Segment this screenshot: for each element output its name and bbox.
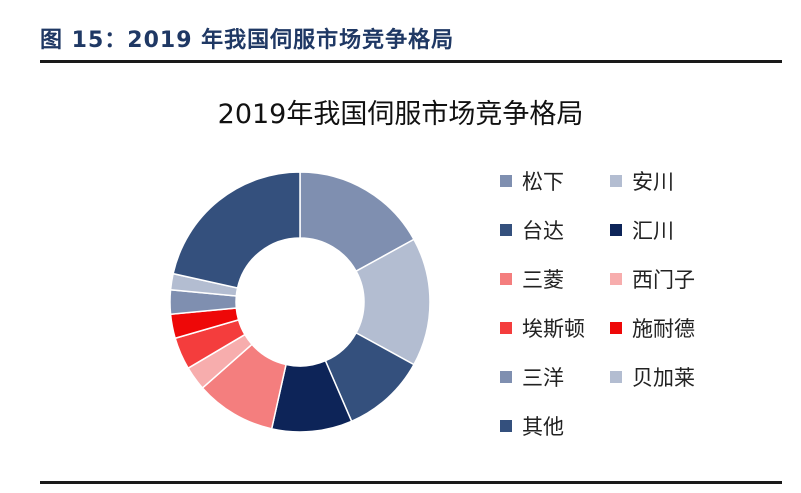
legend-item: 汇川 [610, 215, 674, 245]
legend-item: 贝加莱 [610, 362, 695, 392]
legend-swatch [500, 420, 512, 432]
legend-item: 施耐德 [610, 313, 695, 343]
legend-label: 贝加莱 [632, 366, 695, 390]
legend-swatch [610, 322, 622, 334]
legend-item: 其他 [500, 411, 564, 441]
legend-swatch [500, 224, 512, 236]
legend-item: 三洋 [500, 362, 564, 392]
legend-swatch [610, 175, 622, 187]
top-rule [40, 60, 782, 63]
legend-label: 埃斯顿 [522, 317, 585, 341]
donut-chart [169, 171, 431, 433]
legend-swatch [500, 273, 512, 285]
legend-item: 埃斯顿 [500, 313, 585, 343]
legend-item: 三菱 [500, 264, 564, 294]
donut-slice-11 [172, 171, 301, 289]
legend-item: 安川 [610, 166, 674, 196]
chart-title: 2019年我国伺服市场竞争格局 [217, 99, 584, 130]
legend-swatch [500, 371, 512, 383]
legend-label: 汇川 [632, 219, 674, 243]
legend-swatch [500, 175, 512, 187]
legend-label: 西门子 [632, 268, 695, 292]
legend-swatch [500, 322, 512, 334]
bottom-rule [40, 481, 782, 484]
legend-label: 台达 [522, 219, 564, 243]
legend-label: 三菱 [522, 268, 564, 292]
legend-label: 松下 [522, 170, 564, 194]
legend-swatch [610, 273, 622, 285]
legend-label: 施耐德 [632, 317, 695, 341]
legend-item: 松下 [500, 166, 564, 196]
legend-item: 台达 [500, 215, 564, 245]
legend-label: 三洋 [522, 366, 564, 390]
legend-label: 其他 [522, 415, 564, 439]
legend-item: 西门子 [610, 264, 695, 294]
legend-label: 安川 [632, 170, 674, 194]
legend-swatch [610, 371, 622, 383]
legend-swatch [610, 224, 622, 236]
figure-caption: 图 15：2019 年我国伺服市场竞争格局 [40, 28, 455, 53]
